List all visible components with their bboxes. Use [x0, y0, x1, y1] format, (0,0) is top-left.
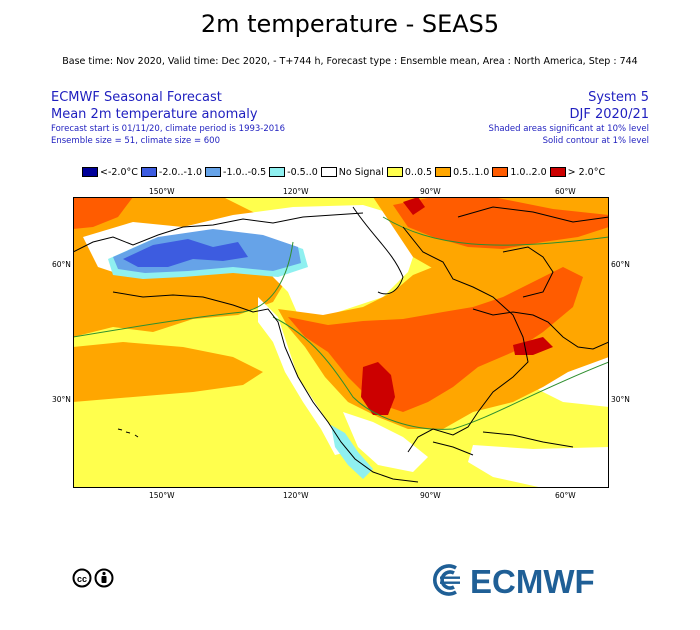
color-legend: <-2.0°C -2.0..-1.0 -1.0..-0.5 -0.5..0 No…: [82, 165, 608, 179]
legend-swatch: [140, 167, 157, 177]
legend-swatch: [435, 167, 452, 177]
header-left-line4: Ensemble size = 51, climate size = 600: [51, 136, 220, 146]
legend-label: <-2.0°C: [100, 166, 138, 178]
legend-item: 0..0.5: [386, 166, 433, 178]
lon-label-bottom: 90°W: [420, 491, 441, 500]
legend-swatch: [386, 167, 403, 177]
lon-label-bottom: 60°W: [555, 491, 576, 500]
anomaly-shade-red-nw: [73, 197, 133, 229]
lon-label-top: 90°W: [420, 187, 441, 196]
legend-swatch: [82, 167, 98, 177]
lat-label-left: 60°N: [52, 260, 71, 269]
header-right-line3: Shaded areas significant at 10% level: [488, 124, 649, 134]
header-left-line1: ECMWF Seasonal Forecast: [51, 90, 222, 105]
significance-contour: [73, 241, 294, 338]
header-right-line2: DJF 2020/21: [569, 107, 649, 122]
lon-label-top: 150°W: [149, 187, 175, 196]
legend-label: > 2.0°C: [567, 166, 606, 178]
anomaly-shade-blue-north: [123, 239, 248, 267]
legend-label: 1.0..2.0: [510, 166, 547, 178]
header-right-line4: Solid contour at 1% level: [542, 136, 649, 146]
lat-label-right: 60°N: [611, 260, 630, 269]
legend-item: > 2.0°C: [549, 166, 606, 178]
map-frame: [73, 197, 609, 488]
legend-item: -2.0..-1.0: [140, 166, 203, 178]
lon-label-bottom: 150°W: [149, 491, 175, 500]
page-subtitle: Base time: Nov 2020, Valid time: Dec 202…: [62, 56, 638, 67]
ecmwf-logo-text: ECMWF: [470, 563, 595, 598]
anomaly-shade-redorange-us: [288, 267, 583, 412]
anomaly-shade-cyan-south: [331, 425, 373, 479]
lon-label-top: 120°W: [283, 187, 309, 196]
anomaly-shade-orange-pacific: [73, 342, 263, 402]
legend-swatch: [269, 167, 286, 177]
lat-label-left: 30°N: [52, 395, 71, 404]
legend-swatch: [205, 167, 222, 177]
legend-label: -2.0..-1.0: [158, 166, 203, 178]
legend-item: 1.0..2.0: [492, 166, 547, 178]
hawaii-islands: [117, 428, 139, 438]
header-left-line3: Forecast start is 01/11/20, climate peri…: [51, 124, 285, 134]
ecmwf-logo: ECMWF: [433, 563, 595, 598]
legend-item: -0.5..0: [269, 167, 318, 178]
significance-contour: [382, 216, 609, 246]
anomaly-shade-nosignal-coast: [258, 297, 348, 455]
anomaly-shade-nosignal-caribbean: [468, 445, 609, 488]
legend-label: No Signal: [338, 166, 384, 178]
cc-by-icon: cc: [72, 568, 114, 588]
legend-swatch: [492, 167, 509, 177]
anomaly-shade-nosignal-south: [343, 412, 428, 472]
lon-label-top: 60°W: [555, 187, 576, 196]
legend-label: -0.5..0: [287, 166, 318, 178]
legend-swatch: [320, 167, 337, 177]
lat-label-right: 30°N: [611, 395, 630, 404]
legend-item: 0.5..1.0: [435, 167, 489, 178]
header-right-line1: System 5: [588, 90, 649, 105]
legend-item: -1.0..-0.5: [205, 167, 266, 178]
coastlines: [73, 206, 609, 483]
anomaly-shade-darkred-north: [403, 197, 425, 215]
legend-swatch: [549, 167, 566, 177]
svg-text:cc: cc: [77, 574, 87, 584]
legend-label: -1.0..-0.5: [223, 166, 267, 178]
legend-label: 0.5..1.0: [453, 166, 490, 178]
temperature-anomaly-map: [73, 197, 609, 488]
anomaly-shade-redorange-ne: [393, 197, 609, 249]
significance-contour: [272, 316, 609, 430]
anomaly-shade-darkred-southwest: [361, 362, 395, 415]
page-title: 2m temperature - SEAS5: [200, 10, 500, 38]
legend-label: 0..0.5: [404, 166, 433, 178]
legend-item: <-2.0°C: [82, 167, 138, 178]
legend-item: No Signal: [320, 166, 384, 178]
lon-label-bottom: 120°W: [283, 491, 309, 500]
anomaly-shade-darkred-east: [513, 337, 553, 355]
header-left-line2: Mean 2m temperature anomaly: [51, 107, 258, 122]
